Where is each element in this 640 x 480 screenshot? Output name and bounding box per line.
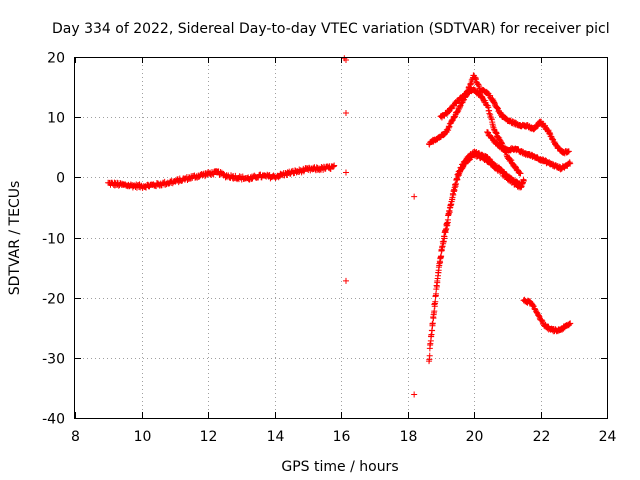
- chart-title: Day 334 of 2022, Sidereal Day-to-day VTE…: [52, 21, 610, 37]
- x-axis-label: GPS time / hours: [281, 459, 398, 475]
- data-point: [342, 277, 349, 284]
- plot-frame: [74, 57, 608, 419]
- series-late-dip: [520, 296, 574, 335]
- data-point: [539, 318, 546, 325]
- data-point: [538, 317, 545, 324]
- data-point: [445, 109, 452, 116]
- y-tick-label: -30: [42, 352, 65, 368]
- data-point: [331, 162, 338, 169]
- series-steep-rise: [426, 148, 527, 365]
- data-point: [451, 114, 458, 121]
- data-point: [520, 177, 527, 184]
- data-point: [487, 113, 494, 120]
- axes: 8 10 12 14 16 18 20 22 24 20 10 0 -10 -20 -30 -40: [42, 51, 616, 446]
- data-point: [494, 105, 501, 112]
- y-tick-label: -40: [42, 412, 65, 428]
- data-point: [567, 160, 574, 167]
- x-tick-label: 16: [333, 429, 351, 445]
- data-point: [342, 169, 349, 176]
- y-tick-label: 10: [47, 111, 65, 127]
- data-point: [429, 320, 436, 327]
- data-point: [507, 156, 514, 163]
- series-daytime-arc: [105, 162, 338, 191]
- data-point: [491, 99, 498, 106]
- data-point: [480, 96, 487, 103]
- y-tick-label: 20: [47, 51, 65, 67]
- x-tick-label: 22: [533, 429, 551, 445]
- x-tick-label: 18: [400, 429, 418, 445]
- data-point: [567, 320, 574, 327]
- series-lower-arc: [437, 86, 524, 177]
- data-point: [342, 57, 349, 64]
- data-point: [459, 164, 466, 171]
- data-point: [300, 168, 307, 175]
- x-tick-label: 14: [267, 429, 285, 445]
- data-point: [565, 148, 572, 155]
- data-point: [475, 81, 482, 88]
- data-point: [456, 103, 463, 110]
- series-right-arc: [484, 128, 574, 173]
- data-point: [454, 176, 461, 183]
- data-point: [557, 166, 564, 173]
- data-point: [516, 169, 523, 176]
- data-point: [489, 95, 496, 102]
- series-upper-arc: [426, 72, 572, 157]
- data-point: [411, 193, 418, 200]
- x-tick-label: 24: [599, 429, 617, 445]
- data-point: [455, 106, 462, 113]
- data-point: [432, 298, 439, 305]
- data-point: [426, 352, 433, 359]
- x-tick-label: 12: [200, 429, 218, 445]
- x-tick-label: 8: [71, 429, 80, 445]
- data-point: [438, 253, 445, 260]
- y-tick-label: 0: [56, 171, 65, 187]
- data-point: [431, 308, 438, 315]
- x-tick-label: 20: [466, 429, 484, 445]
- data-point: [411, 391, 418, 398]
- data-point: [535, 312, 542, 319]
- data-point: [486, 110, 493, 117]
- data-points: [105, 55, 574, 398]
- grid-lines: [75, 57, 607, 418]
- y-axis-label: SDTVAR / TECUs: [7, 181, 23, 296]
- series-isolated-points: [341, 55, 418, 398]
- y-tick-label: -10: [42, 232, 65, 248]
- x-tick-label: 10: [134, 429, 152, 445]
- data-point: [485, 129, 492, 136]
- data-point: [517, 170, 524, 177]
- data-point: [342, 109, 349, 116]
- y-tick-label: -20: [42, 292, 65, 308]
- data-point: [529, 302, 536, 309]
